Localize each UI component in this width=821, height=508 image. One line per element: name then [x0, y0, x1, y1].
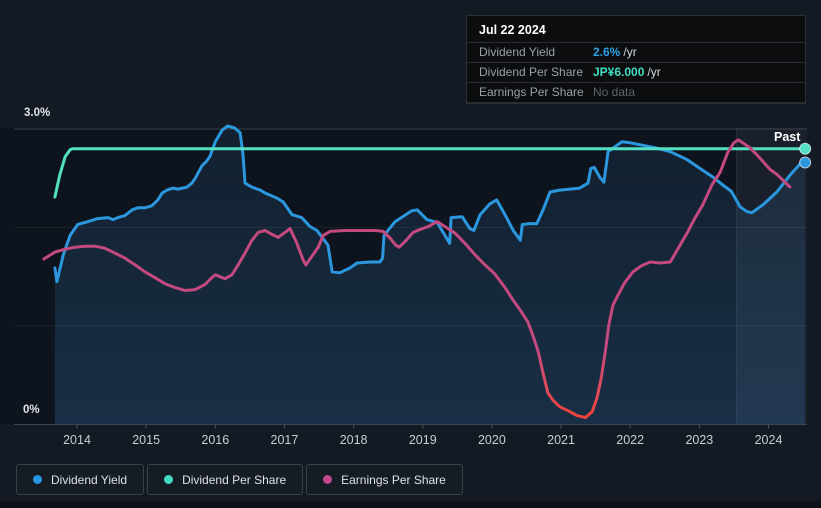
legend-label: Dividend Per Share: [182, 472, 287, 487]
tooltip-row: Dividend Yield 2.6%/yr: [467, 42, 805, 62]
y-axis-label-bottom: 0%: [23, 404, 40, 416]
x-axis-year-label: 2015: [132, 433, 161, 447]
x-axis-year-label: 2021: [547, 433, 575, 447]
earnings-per-share-dot-icon: [323, 475, 333, 484]
x-axis-year-label: 2020: [477, 433, 506, 447]
y-axis-label-top: 3.0%: [24, 107, 51, 119]
x-axis-year-label: 2017: [270, 433, 299, 447]
x-axis-year-label: 2023: [685, 433, 714, 447]
series-end-marker: [799, 156, 812, 169]
dividend-per-share-dot-icon: [164, 475, 174, 484]
tooltip-row: Dividend Per Share JP¥6.000/yr: [467, 62, 805, 82]
tooltip-row-value: 2.6%: [593, 45, 621, 59]
legend-button-earnings-per-share[interactable]: Earnings Per Share: [306, 464, 463, 495]
legend-button-dividend-per-share[interactable]: Dividend Per Share: [147, 464, 304, 495]
chart-plot: [14, 124, 812, 429]
tooltip-row-suffix: /yr: [623, 45, 637, 59]
chart-tooltip: Jul 22 2024 Dividend Yield 2.6%/yr Dividen…: [466, 15, 806, 104]
dividend-yield-dot-icon: [33, 475, 42, 484]
legend-button-dividend-yield[interactable]: Dividend Yield: [16, 464, 145, 495]
tooltip-rows: Dividend Yield 2.6%/yr Dividend Per Share J…: [467, 42, 805, 103]
legend-label: Dividend Yield: [51, 472, 128, 487]
past-label: Past: [774, 130, 801, 144]
x-axis-year-label: 2024: [754, 433, 783, 447]
x-axis-year-label: 2014: [63, 433, 91, 447]
chart-canvas[interactable]: 3.0% 0% Past 2014 2015 2016 2017 2018 2019 202…: [0, 0, 821, 458]
bottom-edge-strip: [0, 501, 821, 508]
series-line-earnings-per-share: [42, 138, 792, 420]
legend-label: Earnings Per Share: [341, 472, 446, 487]
x-axis-year-label: 2022: [616, 433, 645, 447]
tooltip-row-label: Dividend Per Share: [479, 65, 584, 79]
tooltip-row-suffix: /yr: [647, 65, 661, 79]
chart-legend: Dividend Yield Dividend Per Share Earnin…: [16, 464, 463, 495]
series-line-dividend-per-share: [53, 147, 807, 199]
tooltip-row-label: Dividend Yield: [479, 45, 556, 59]
tooltip-row-label: Earnings Per Share: [479, 85, 584, 99]
x-axis-year-label: 2019: [408, 433, 437, 447]
tooltip-date: Jul 22 2024: [479, 23, 546, 37]
tooltip-row: Earnings Per Share No data: [467, 82, 805, 103]
x-axis-year-label: 2016: [201, 433, 230, 447]
series-line-dividend-yield: [53, 124, 807, 284]
series-end-marker: [799, 142, 812, 155]
tooltip-row-value: JP¥6.000: [593, 65, 645, 79]
tooltip-row-value: No data: [593, 85, 636, 99]
x-axis-year-label: 2018: [339, 433, 368, 447]
